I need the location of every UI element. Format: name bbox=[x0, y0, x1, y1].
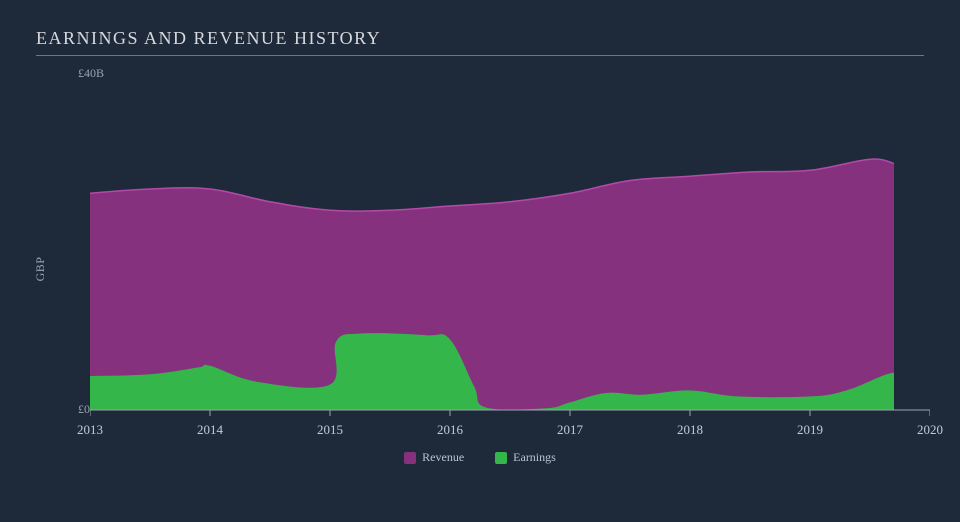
x-label: 2019 bbox=[797, 422, 823, 438]
legend-label-earnings: Earnings bbox=[513, 450, 556, 465]
chart-card: EARNINGS AND REVENUE HISTORY GBP £40B £0… bbox=[0, 0, 960, 486]
x-label: 2013 bbox=[77, 422, 103, 438]
x-axis-labels: 20132014201520162017201820192020 bbox=[90, 422, 930, 440]
legend-label-revenue: Revenue bbox=[422, 450, 464, 465]
x-label: 2018 bbox=[677, 422, 703, 438]
area-chart-svg bbox=[90, 70, 930, 418]
legend-swatch-revenue bbox=[404, 452, 416, 464]
x-label: 2014 bbox=[197, 422, 223, 438]
y-tick-bottom: £0 bbox=[78, 402, 90, 417]
x-label: 2020 bbox=[917, 422, 943, 438]
x-label: 2017 bbox=[557, 422, 583, 438]
y-axis-title: GBP bbox=[33, 256, 48, 281]
chart-legend: Revenue Earnings bbox=[36, 450, 924, 468]
chart-title: EARNINGS AND REVENUE HISTORY bbox=[36, 28, 924, 56]
x-label: 2016 bbox=[437, 422, 463, 438]
chart-plot-wrap: GBP £40B £0 2013 2014 2015 2016 2017 2018 2019… bbox=[36, 70, 924, 468]
legend-item-revenue: Revenue bbox=[404, 450, 464, 465]
x-label: 2015 bbox=[317, 422, 343, 438]
y-tick-top: £40B bbox=[78, 66, 104, 81]
legend-item-earnings: Earnings bbox=[495, 450, 556, 465]
legend-swatch-earnings bbox=[495, 452, 507, 464]
chart-plot-area: £40B £0 bbox=[90, 70, 916, 418]
